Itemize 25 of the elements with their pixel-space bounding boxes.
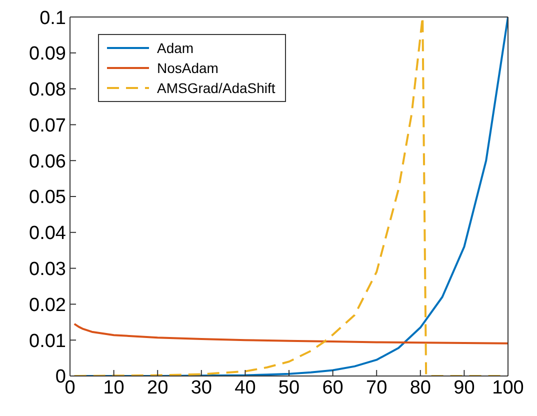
legend-label: AMSGrad/AdaShift: [157, 79, 276, 98]
x-tick-label: 40: [234, 377, 256, 398]
x-tick-label: 60: [322, 377, 344, 398]
y-tick-label: 0.03: [29, 259, 66, 280]
x-tick-label: 30: [190, 377, 212, 398]
y-tick-label: 0.01: [29, 330, 66, 352]
x-tick-label: 80: [410, 377, 431, 398]
x-tick-label: 50: [278, 377, 300, 398]
x-tick-label: 10: [103, 377, 124, 398]
legend-label: NosAdam: [157, 59, 218, 78]
x-tick-label: 20: [147, 377, 168, 398]
y-tick-label: 0.05: [29, 187, 66, 208]
y-tick-label: 0.07: [29, 115, 66, 136]
y-tick-label: 0.06: [29, 151, 66, 172]
x-tick-label: 100: [492, 377, 524, 398]
x-tick-label: 70: [366, 377, 388, 398]
y-tick-label: 0.02: [29, 294, 66, 316]
legend-label: Adam: [157, 39, 194, 58]
line-series: [73, 17, 508, 376]
y-tick-label: 0.1: [40, 8, 66, 29]
y-tick-label: 0.08: [29, 80, 66, 101]
line-series: [73, 322, 508, 344]
x-tick-label: 90: [454, 377, 475, 398]
y-tick-label: 0.09: [29, 44, 66, 65]
y-tick-label: 0.04: [29, 223, 66, 244]
